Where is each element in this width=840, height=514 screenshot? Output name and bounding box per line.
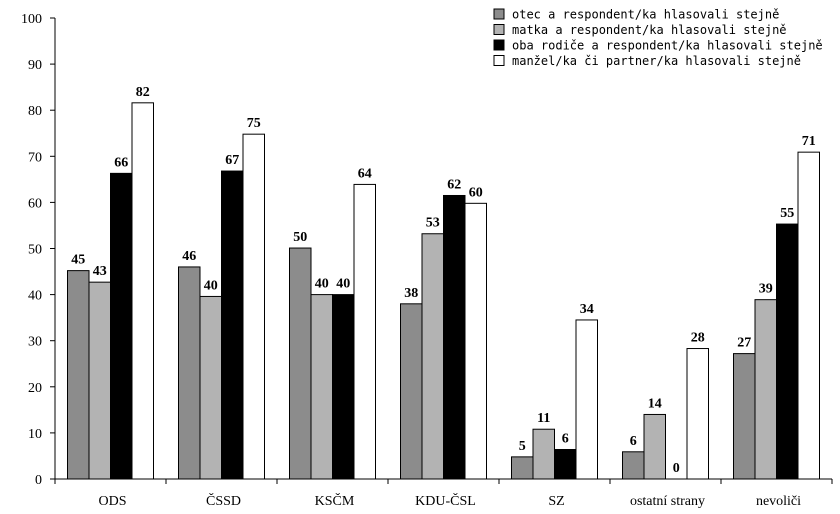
x-category-label: nevoliči [756,494,801,509]
data-label: 82 [136,85,150,100]
data-label: 50 [293,230,307,245]
bar [333,295,355,479]
legend-swatch [494,56,504,66]
data-label: 53 [426,216,440,231]
legend: otec a respondent/ka hlasovali stejněmat… [494,8,823,69]
bar [798,152,820,479]
legend-swatch [494,25,504,35]
y-tick-label: 100 [21,12,42,27]
data-label: 66 [114,155,128,170]
x-category-label: ostatní strany [630,494,705,509]
data-label: 39 [759,282,773,297]
data-label: 11 [537,411,550,426]
data-label: 14 [648,396,662,411]
bar [222,171,244,479]
x-category-label: ODS [98,494,126,509]
bar [179,267,201,479]
bar [311,295,333,479]
bar [290,248,312,479]
bar [243,134,265,479]
bar [111,173,133,479]
x-category-label: KDU-ČSL [415,492,476,509]
bar [755,300,777,479]
bar [734,354,756,479]
y-tick-label: 10 [28,427,42,442]
x-category-label: KSČM [315,492,355,509]
legend-label: matka a respondent/ka hlasovali stejně [512,23,787,37]
bar [644,414,666,479]
data-label: 38 [404,286,418,301]
y-tick-label: 60 [28,196,42,211]
y-axis: 0 10 20 30 40 50 60 70 80 90 100 [21,12,55,488]
data-label: 6 [562,431,569,446]
bar [576,320,598,479]
bar [512,457,534,479]
data-label: 40 [315,277,329,292]
data-label: 46 [182,249,196,264]
y-tick-label: 30 [28,335,42,350]
bar [89,282,111,479]
bar [444,195,466,479]
legend-swatch [494,40,504,50]
data-label: 71 [802,134,816,149]
y-tick-label: 70 [28,150,42,165]
bar [623,452,645,479]
legend-label: oba rodiče a respondent/ka hlasovali ste… [512,39,823,53]
bar [132,103,154,479]
data-label: 62 [447,177,461,192]
data-label: 64 [358,166,372,181]
y-tick-label: 80 [28,104,42,119]
data-label: 43 [93,264,107,279]
bar [422,234,444,479]
data-label: 60 [469,185,483,200]
y-tick-label: 50 [28,243,42,258]
bar [200,296,222,479]
data-label: 67 [225,153,239,168]
bar [354,184,376,479]
y-tick-label: 20 [28,381,42,396]
x-category-label: ČSSD [206,492,241,509]
bars-layer [68,103,820,479]
data-label: 55 [780,206,794,221]
bar [555,449,577,479]
x-category-label: SZ [548,494,564,509]
data-label: 40 [336,277,350,292]
y-tick-label: 0 [35,473,42,488]
y-tick-label: 90 [28,58,42,73]
data-label: 27 [737,336,751,351]
data-label: 28 [691,331,705,346]
x-axis: ODS ČSSD KSČM KDU-ČSL SZ ostatní strany nevoli… [55,479,832,509]
bar [68,271,90,479]
data-label: 0 [673,461,680,476]
legend-label: manžel/ka či partner/ka hlasovali stejně [512,54,801,68]
data-label: 75 [247,116,261,131]
y-tick-label: 40 [28,289,42,304]
legend-label: otec a respondent/ka hlasovali stejně [512,8,779,22]
bar [687,349,709,479]
bar [465,203,487,479]
data-label: 6 [630,434,637,449]
data-label: 40 [204,278,218,293]
data-label: 5 [519,439,526,454]
bar [777,224,799,479]
legend-swatch [494,9,504,19]
data-label: 34 [580,302,594,317]
data-label: 45 [71,253,85,268]
bar [401,304,423,479]
bar [533,429,555,479]
